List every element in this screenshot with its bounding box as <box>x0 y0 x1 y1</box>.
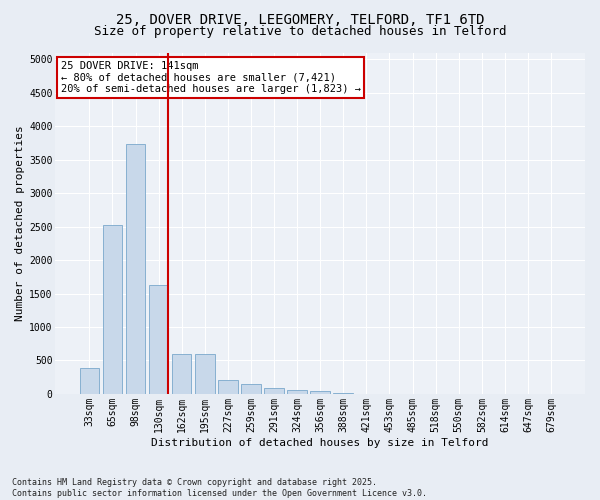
Bar <box>241 384 261 394</box>
Bar <box>264 388 284 394</box>
Bar <box>334 393 353 394</box>
Y-axis label: Number of detached properties: Number of detached properties <box>15 126 25 321</box>
Bar <box>172 354 191 394</box>
Bar <box>149 286 169 394</box>
Text: Size of property relative to detached houses in Telford: Size of property relative to detached ho… <box>94 25 506 38</box>
Bar <box>218 380 238 394</box>
Bar <box>287 390 307 394</box>
Bar <box>103 224 122 394</box>
Bar <box>195 354 215 394</box>
X-axis label: Distribution of detached houses by size in Telford: Distribution of detached houses by size … <box>151 438 489 448</box>
Bar <box>80 368 99 394</box>
Text: 25 DOVER DRIVE: 141sqm
← 80% of detached houses are smaller (7,421)
20% of semi-: 25 DOVER DRIVE: 141sqm ← 80% of detached… <box>61 61 361 94</box>
Text: Contains HM Land Registry data © Crown copyright and database right 2025.
Contai: Contains HM Land Registry data © Crown c… <box>12 478 427 498</box>
Text: 25, DOVER DRIVE, LEEGOMERY, TELFORD, TF1 6TD: 25, DOVER DRIVE, LEEGOMERY, TELFORD, TF1… <box>116 12 484 26</box>
Bar <box>125 144 145 394</box>
Bar <box>310 390 330 394</box>
